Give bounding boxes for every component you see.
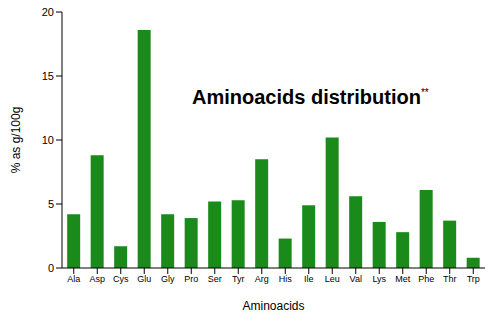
svg-text:Met: Met xyxy=(395,274,411,284)
svg-text:Ala: Ala xyxy=(67,274,80,284)
svg-text:10: 10 xyxy=(42,134,54,146)
svg-text:Pro: Pro xyxy=(184,274,198,284)
svg-text:Val: Val xyxy=(350,274,362,284)
svg-text:Gly: Gly xyxy=(161,274,175,284)
svg-text:Tyr: Tyr xyxy=(232,274,245,284)
svg-text:0: 0 xyxy=(48,262,54,274)
svg-text:20: 20 xyxy=(42,6,54,18)
svg-text:5: 5 xyxy=(48,198,54,210)
svg-text:Cys: Cys xyxy=(113,274,129,284)
svg-text:% as g/100g: % as g/100g xyxy=(9,107,23,174)
svg-text:Glu: Glu xyxy=(137,274,151,284)
svg-text:Leu: Leu xyxy=(325,274,340,284)
svg-text:Ser: Ser xyxy=(208,274,222,284)
svg-text:Lys: Lys xyxy=(372,274,386,284)
svg-text:Trp: Trp xyxy=(467,274,480,284)
svg-text:Thr: Thr xyxy=(443,274,457,284)
svg-text:Phe: Phe xyxy=(418,274,434,284)
html-text:Aminoacids distribution**: Aminoacids distribution** xyxy=(192,86,429,108)
svg-text:Arg: Arg xyxy=(255,274,269,284)
svg-text:Aminoacids: Aminoacids xyxy=(242,299,304,313)
svg-text:Asp: Asp xyxy=(89,274,105,284)
svg-text:Ile: Ile xyxy=(304,274,314,284)
svg-text:15: 15 xyxy=(42,70,54,82)
svg-text:His: His xyxy=(279,274,292,284)
